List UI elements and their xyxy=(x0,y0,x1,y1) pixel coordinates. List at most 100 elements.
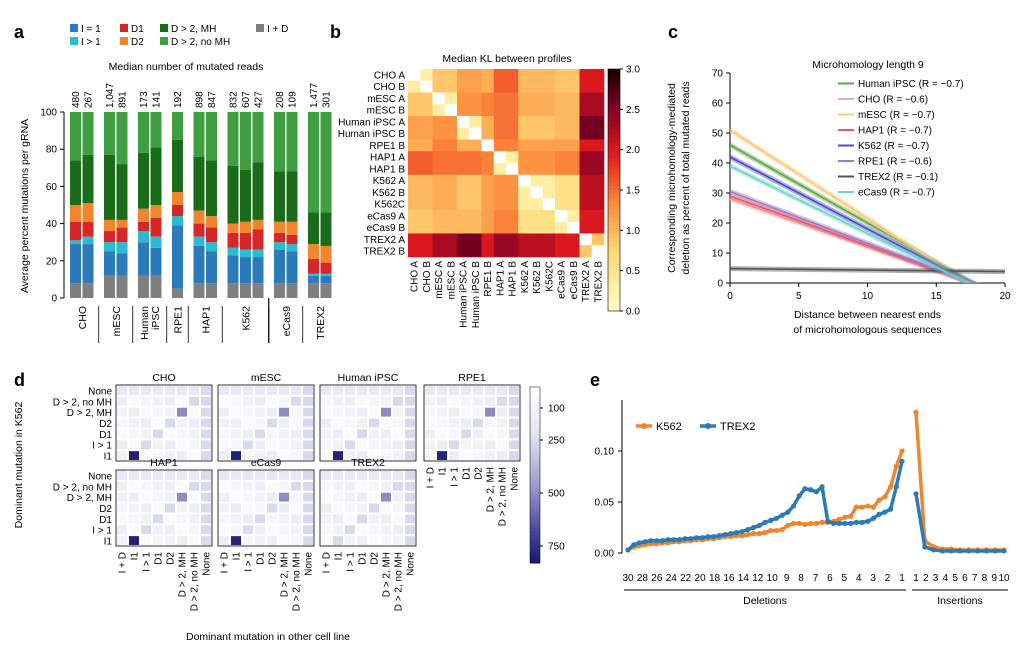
d-colorbar-step xyxy=(530,552,540,557)
d-heat-cell xyxy=(129,503,139,513)
d-panel-title: Human iPSC xyxy=(338,372,399,384)
b-col-label: CHO B xyxy=(422,261,433,293)
a-count-label: 607 xyxy=(241,91,252,108)
d-colorbar-step xyxy=(530,439,540,444)
b-colorbar-step xyxy=(608,177,620,183)
d-heat-cell xyxy=(303,386,313,395)
e-series-point xyxy=(842,514,848,520)
a-bar-segment xyxy=(150,218,162,237)
d-colorbar-step xyxy=(530,482,540,487)
d-heat-cell xyxy=(279,514,289,524)
e-series-point xyxy=(1001,548,1007,554)
d-heat-cell xyxy=(267,525,277,535)
d-heat-cell xyxy=(117,386,127,395)
b-heat-cell xyxy=(469,163,482,176)
d-heat-cell xyxy=(357,440,367,450)
d-heat-cell xyxy=(473,396,483,406)
d-heat-cell xyxy=(117,503,127,513)
d-colorbar-step xyxy=(530,531,540,536)
b-heat-cell xyxy=(444,186,458,199)
d-heat-cell xyxy=(219,492,229,502)
d-heat-cell xyxy=(393,386,403,395)
d-heat-cell xyxy=(201,503,211,513)
d-heat-cell xyxy=(117,492,127,502)
d-row-label: D > 2, no MH xyxy=(53,397,112,408)
d-heat-cell xyxy=(141,514,151,524)
e-insertion-tick: 5 xyxy=(952,573,958,584)
d-col-label: None xyxy=(202,552,213,576)
a-legend-swatch xyxy=(120,24,128,32)
a-count-label: 192 xyxy=(173,91,184,108)
d-heat-cell xyxy=(243,514,253,524)
b-heat-cell xyxy=(481,127,495,140)
b-heat-cell xyxy=(481,233,495,246)
d-heat-cell xyxy=(303,481,313,491)
d-heat-cell xyxy=(437,451,447,460)
a-bar-segment xyxy=(104,231,115,243)
b-heat-cell xyxy=(457,174,470,187)
b-heat-cell xyxy=(469,186,482,199)
e-series-point xyxy=(722,532,728,538)
d-heat-cell xyxy=(279,429,289,439)
b-heat-cell xyxy=(444,221,458,234)
a-bar-segment xyxy=(82,221,94,237)
d-heat-cell xyxy=(473,429,483,439)
b-col-label: mESC A xyxy=(434,261,445,299)
d-heat-cell xyxy=(333,429,343,439)
d-heat-cell xyxy=(381,514,391,524)
b-heat-cell xyxy=(469,245,482,258)
d-heat-cell xyxy=(189,503,199,513)
b-col-label: RPE1 B xyxy=(483,261,494,297)
b-heat-cell xyxy=(542,245,556,258)
a-bar-segment xyxy=(104,242,115,252)
b-heat-cell xyxy=(579,104,593,117)
d-heat-cell xyxy=(321,481,331,491)
a-bar-segment xyxy=(104,251,115,276)
d-heat-cell xyxy=(381,429,391,439)
b-colorbar-step xyxy=(608,306,620,312)
b-row-label: HAP1 A xyxy=(370,153,405,164)
d-heat-cell xyxy=(345,451,355,460)
d-heat-cell xyxy=(243,451,253,460)
e-series-point xyxy=(842,520,848,527)
d-heat-cell xyxy=(177,418,187,428)
b-heat-cell xyxy=(432,80,446,93)
a-bar-segment xyxy=(206,227,217,243)
d-heat-cell xyxy=(369,492,379,502)
b-colorbar-step xyxy=(608,214,620,219)
d-heat-cell xyxy=(189,396,199,406)
d-heat-cell xyxy=(141,481,151,491)
a-bar-segment xyxy=(274,232,285,243)
d-heat-cell xyxy=(485,429,495,439)
e-series-point xyxy=(796,493,802,499)
e-series-point xyxy=(853,504,859,510)
a-bar-segment xyxy=(227,255,239,284)
a-legend-swatch xyxy=(256,24,264,32)
d-heat-cell xyxy=(231,386,241,395)
d-heat-cell xyxy=(405,525,415,535)
b-colorbar-step xyxy=(608,69,620,74)
d-heat-cell xyxy=(357,481,367,491)
d-heat-cell xyxy=(165,525,175,535)
d-colorbar-step xyxy=(530,397,540,402)
d-colorbar-step xyxy=(530,534,540,539)
b-heat-cell xyxy=(481,151,495,164)
b-heat-cell xyxy=(542,210,556,223)
a-bar-segment xyxy=(138,221,149,232)
b-heat-cell xyxy=(444,163,458,176)
d-heat-cell xyxy=(243,503,253,513)
b-row-label: mESC A xyxy=(367,94,405,105)
e-series-point xyxy=(865,518,871,524)
e-series-point xyxy=(948,548,954,554)
b-heat-cell xyxy=(530,104,544,117)
b-colorbar-step xyxy=(608,73,620,78)
a-bar-segment xyxy=(70,160,81,205)
b-heat-cell xyxy=(420,69,433,82)
c-xlabel: Distance between nearest ends xyxy=(794,309,941,321)
b-colorbar-step xyxy=(608,274,620,280)
b-heat-cell xyxy=(542,163,556,176)
b-heat-cell xyxy=(518,210,531,223)
d-heat-cell xyxy=(189,407,199,417)
b-heat-cell xyxy=(506,163,519,176)
